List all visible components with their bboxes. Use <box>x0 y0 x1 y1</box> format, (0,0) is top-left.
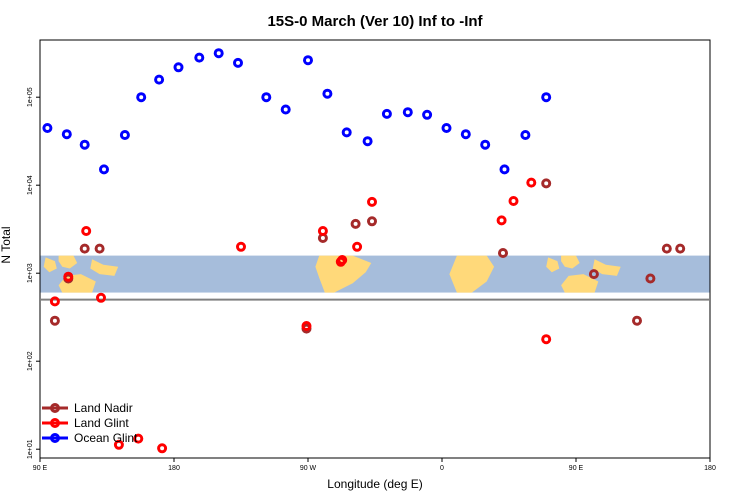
y-tick-label: 1e+04 <box>27 175 34 195</box>
point-land-glint-2 <box>81 226 92 236</box>
x-axis: 90 E 180 90 W 0 90 E 180 <box>33 458 716 472</box>
x-tick-label: 90 W <box>300 465 317 472</box>
point-ocean-glint-17 <box>381 108 392 119</box>
landmass-africa <box>449 255 495 293</box>
point-ocean-glint-20 <box>441 123 452 133</box>
y-tick-label: 1e+03 <box>27 263 34 283</box>
point-ocean-glint-9 <box>213 48 224 59</box>
x-tick-label: 0 <box>440 465 444 472</box>
point-land-nadir-3 <box>94 243 105 254</box>
point-land-nadir-13 <box>661 243 672 254</box>
point-land-glint-3 <box>96 292 106 303</box>
point-land-nadir-12 <box>645 273 656 284</box>
point-ocean-glint-12 <box>280 104 291 115</box>
point-ocean-glint-23 <box>499 164 510 175</box>
point-land-nadir-10 <box>588 269 599 280</box>
point-ocean-glint-2 <box>79 139 90 150</box>
point-ocean-glint-13 <box>303 55 313 66</box>
point-land-glint-0 <box>49 296 60 307</box>
legend-marker-ocean-glint <box>50 433 60 443</box>
point-ocean-glint-14 <box>322 88 333 99</box>
point-ocean-glint-3 <box>99 164 109 175</box>
point-land-glint-14 <box>496 215 507 226</box>
data-points <box>42 48 686 454</box>
landmass-borneo-1 <box>561 255 580 269</box>
point-land-glint-15 <box>508 196 519 206</box>
point-land-glint-7 <box>236 241 246 252</box>
legend-label-land-glint: Land Glint <box>74 416 129 430</box>
point-ocean-glint-0 <box>42 123 53 133</box>
point-ocean-glint-15 <box>341 127 352 138</box>
point-ocean-glint-21 <box>460 129 471 140</box>
legend-item-land-glint: Land Glint <box>42 416 129 430</box>
landmass-newguinea-1 <box>592 259 621 276</box>
point-land-glint-13 <box>367 196 377 207</box>
landmass-sumatra-0 <box>43 257 57 273</box>
point-ocean-glint-7 <box>173 62 184 73</box>
point-land-nadir-6 <box>350 218 361 229</box>
chart-title: 15S-0 March (Ver 10) Inf to -Inf <box>267 13 483 30</box>
point-ocean-glint-8 <box>194 52 205 63</box>
point-land-glint-5 <box>133 433 144 444</box>
x-tick-label: 180 <box>704 465 716 472</box>
point-land-glint-11 <box>337 255 348 265</box>
point-land-glint-4 <box>113 439 124 450</box>
point-ocean-glint-5 <box>136 92 147 103</box>
x-tick-label: 90 E <box>33 465 48 472</box>
landmass-south-america <box>315 255 372 293</box>
point-land-glint-16 <box>526 177 537 188</box>
legend-item-ocean-glint: Ocean Glint <box>42 431 138 445</box>
point-ocean-glint-24 <box>520 130 531 140</box>
point-land-glint-9 <box>317 226 328 236</box>
landmass-newguinea-0 <box>90 259 119 276</box>
point-ocean-glint-25 <box>541 92 552 103</box>
legend: Land Nadir Land Glint Ocean Glint <box>42 401 138 445</box>
plot-frame <box>39 39 711 459</box>
point-ocean-glint-19 <box>422 109 433 120</box>
y-tick-label: 1e+01 <box>27 439 34 459</box>
x-tick-label: 90 E <box>569 465 584 472</box>
point-land-glint-12 <box>352 241 363 252</box>
x-axis-label: Longitude (deg E) <box>327 477 422 491</box>
point-land-glint-1 <box>63 271 74 282</box>
legend-marker-land-nadir <box>50 403 60 413</box>
point-land-nadir-2 <box>79 243 90 254</box>
point-ocean-glint-22 <box>480 139 491 150</box>
landmass-timor-1 <box>561 274 599 293</box>
y-axis-label: N Total <box>0 226 13 263</box>
x-tick-label: 180 <box>168 465 180 472</box>
legend-item-land-nadir: Land Nadir <box>42 401 133 415</box>
point-land-glint-17 <box>541 334 552 345</box>
y-axis: 1e+01 1e+02 1e+03 1e+04 1e+05 <box>27 87 40 459</box>
point-land-glint-6 <box>157 443 168 454</box>
landmass-sumatra-1 <box>546 257 560 273</box>
point-ocean-glint-11 <box>261 92 272 103</box>
legend-label-land-nadir: Land Nadir <box>74 401 133 415</box>
point-land-nadir-7 <box>367 216 377 227</box>
landmass-borneo-0 <box>58 255 78 269</box>
legend-marker-land-glint <box>50 418 60 428</box>
point-land-nadir-0 <box>49 315 60 326</box>
point-land-nadir-14 <box>675 243 686 254</box>
point-ocean-glint-18 <box>402 107 413 118</box>
point-ocean-glint-6 <box>154 74 165 85</box>
y-tick-label: 1e+02 <box>27 351 34 371</box>
point-land-glint-8 <box>301 321 312 331</box>
point-ocean-glint-4 <box>119 130 130 140</box>
point-ocean-glint-1 <box>61 129 72 140</box>
point-land-nadir-11 <box>632 315 642 326</box>
point-land-nadir-8 <box>498 248 508 258</box>
legend-label-ocean-glint: Ocean Glint <box>74 431 138 445</box>
point-land-nadir-9 <box>541 178 552 189</box>
world-map-band <box>40 255 710 293</box>
point-ocean-glint-16 <box>362 136 373 147</box>
point-ocean-glint-10 <box>233 57 243 68</box>
y-tick-label: 1e+05 <box>27 87 34 107</box>
